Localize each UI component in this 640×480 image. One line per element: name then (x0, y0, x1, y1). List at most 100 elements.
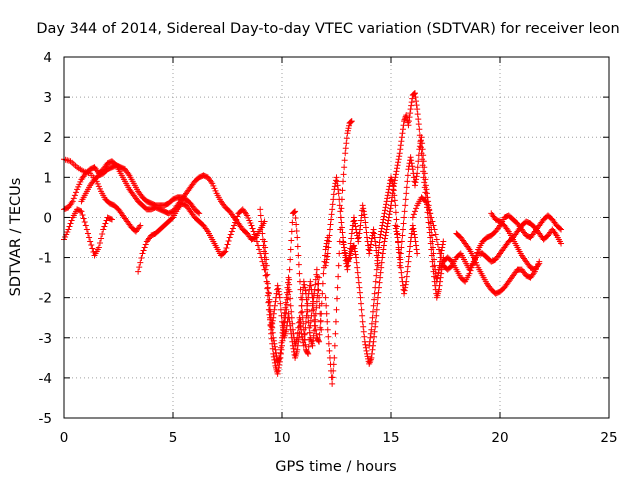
data-point (379, 219, 386, 226)
data-point (317, 318, 324, 325)
data-point (307, 278, 314, 285)
data-point (271, 306, 278, 313)
plot-frame (63, 56, 610, 419)
data-point (367, 241, 374, 248)
data-point (426, 207, 433, 214)
y-tick-label: -3 (39, 331, 52, 347)
data-point (248, 222, 255, 229)
data-point (374, 300, 381, 307)
data-point (352, 248, 359, 255)
data-point (396, 254, 403, 261)
data-point (330, 196, 337, 203)
data-point (536, 260, 543, 267)
data-point (375, 249, 382, 256)
data-point (411, 182, 418, 189)
data-point (393, 216, 400, 223)
data-point (385, 186, 392, 193)
data-point (405, 122, 412, 129)
data-point (372, 278, 379, 285)
data-point (385, 217, 392, 224)
data-point (332, 177, 339, 184)
data-point (355, 274, 362, 281)
data-point (286, 276, 293, 283)
data-point (227, 231, 234, 238)
data-point (72, 189, 79, 196)
data-point (293, 227, 300, 234)
data-point (264, 285, 271, 292)
data-point (300, 278, 307, 285)
data-point (397, 259, 404, 266)
data-point (367, 244, 374, 251)
data-point (304, 349, 311, 356)
data-point (374, 260, 381, 267)
data-point (228, 228, 235, 235)
data-point (413, 102, 420, 109)
data-point (302, 287, 309, 294)
data-point (558, 240, 565, 247)
data-point (264, 271, 271, 278)
data-point (316, 274, 323, 281)
data-point (403, 278, 410, 285)
data-point (87, 238, 94, 245)
data-point (370, 308, 377, 315)
data-point (96, 240, 103, 247)
data-point (311, 327, 318, 334)
data-point (344, 262, 351, 269)
data-point (436, 282, 443, 289)
data-point (432, 231, 439, 238)
data-point (94, 180, 101, 187)
data-point (291, 208, 298, 215)
data-point (392, 222, 399, 229)
data-point (364, 234, 371, 241)
data-point (289, 219, 296, 226)
data-point (382, 232, 389, 239)
data-point (266, 311, 273, 318)
data-point (433, 236, 440, 243)
y-tick-label: 2 (43, 130, 52, 146)
data-point (381, 238, 388, 245)
data-point (378, 264, 385, 271)
data-point (383, 226, 390, 233)
data-point (402, 281, 409, 288)
data-point (361, 333, 368, 340)
data-point (252, 234, 259, 241)
data-point (224, 241, 231, 248)
data-point (438, 254, 445, 261)
data-point (367, 334, 374, 341)
data-point (356, 284, 363, 291)
data-point (288, 237, 295, 244)
data-point (294, 243, 301, 250)
data-point (341, 247, 348, 254)
data-point (81, 218, 88, 225)
data-point (401, 208, 408, 215)
data-point (312, 316, 319, 323)
data-point (385, 189, 392, 196)
data-point (338, 219, 345, 226)
data-point (315, 287, 322, 294)
data-point (407, 243, 414, 250)
data-point (447, 263, 454, 270)
data-point (359, 318, 366, 325)
data-point (324, 318, 331, 325)
data-point (382, 204, 389, 211)
data-point (101, 223, 108, 230)
data-point (403, 273, 410, 280)
data-point (409, 214, 416, 221)
data-point (313, 266, 320, 273)
y-tick-label: -5 (39, 411, 52, 427)
data-point (274, 282, 281, 289)
data-point (259, 236, 266, 243)
data-point (250, 228, 257, 235)
data-point (353, 229, 360, 236)
data-point (339, 187, 346, 194)
data-point (416, 126, 423, 133)
data-point (385, 214, 392, 221)
data-point (402, 284, 409, 291)
data-point (138, 255, 145, 262)
data-point (323, 302, 330, 309)
data-point (418, 134, 425, 141)
data-point (378, 259, 385, 266)
data-point (346, 255, 353, 262)
data-point (136, 264, 143, 271)
data-point (395, 156, 402, 163)
